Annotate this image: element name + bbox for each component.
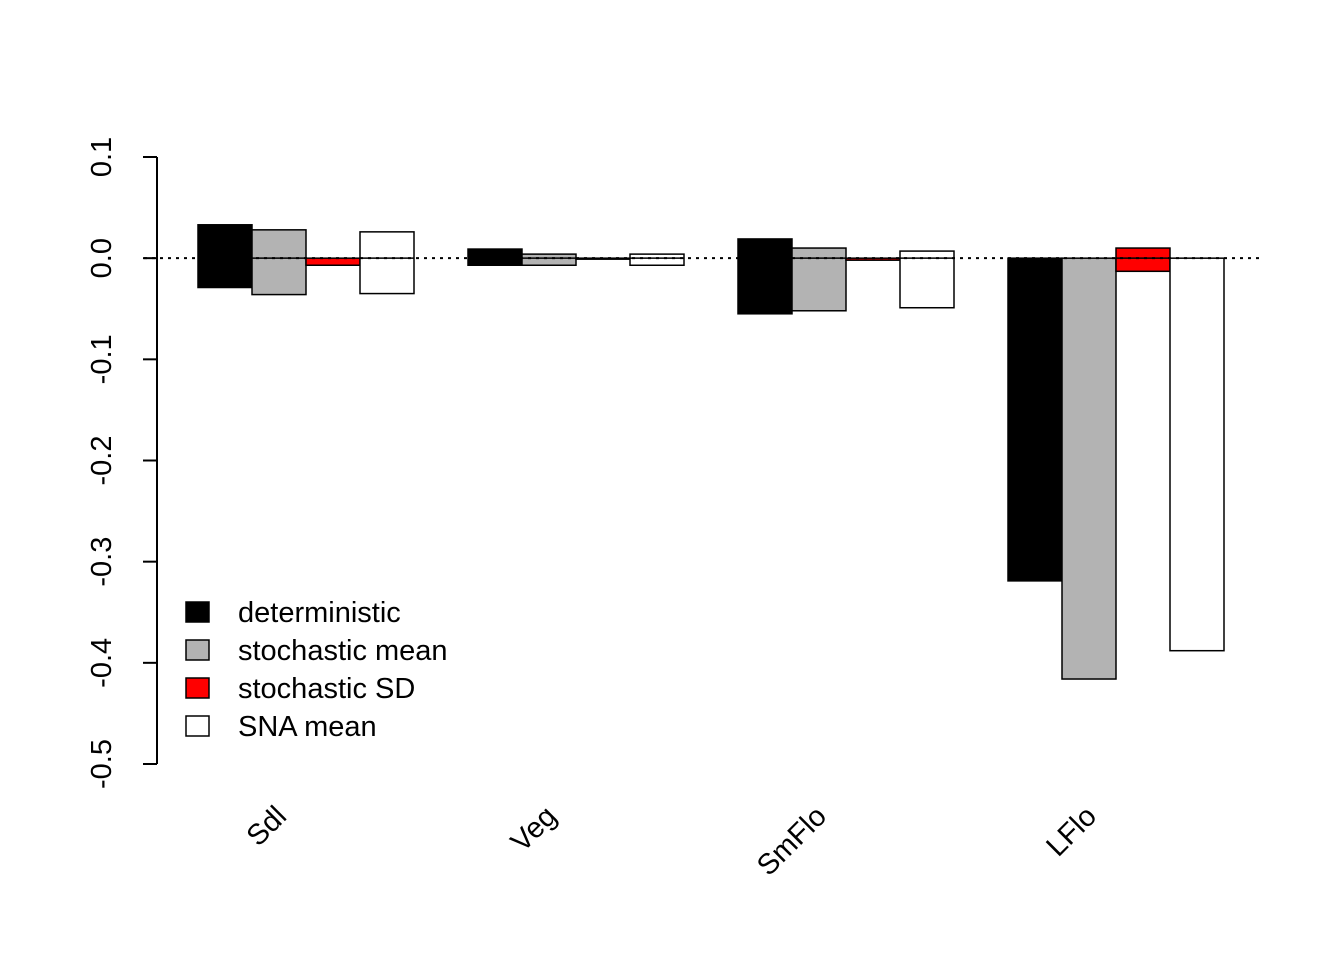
bar-sdl-deterministic	[197, 224, 253, 289]
y-tick-label: 0.0	[86, 238, 118, 278]
y-axis: 0.1 0.0 -0.1 -0.2 -0.3 -0.4 -0.5	[86, 137, 158, 789]
y-tick-label: -0.3	[86, 537, 118, 587]
bar-veg-deterministic	[467, 248, 523, 266]
legend: deterministic stochastic mean stochastic S…	[185, 597, 448, 743]
bar-lflo-stochastic-sd	[1115, 247, 1171, 273]
bar-veg-sna-mean	[629, 253, 685, 266]
bar-smflo-deterministic	[737, 238, 793, 315]
y-tick-label: 0.1	[86, 137, 118, 177]
x-tick-label-lflo: LFlo	[1040, 800, 1103, 863]
bars-layer	[197, 224, 1225, 680]
y-tick-label: -0.2	[86, 436, 118, 486]
bar-lflo-stochastic-mean	[1061, 257, 1117, 680]
y-tick-label: -0.1	[86, 334, 118, 384]
bar-lflo-sna-mean	[1169, 257, 1225, 652]
x-tick-label-smflo: SmFlo	[751, 800, 833, 882]
legend-swatch-sna-mean	[185, 715, 210, 737]
bar-lflo-deterministic	[1007, 257, 1063, 582]
bar-sdl-sna-mean	[359, 231, 415, 295]
legend-label: stochastic mean	[238, 635, 448, 667]
bar-smflo-sna-mean	[899, 250, 955, 309]
bar-sdl-stochastic-mean	[251, 229, 307, 296]
x-axis-labels: Sdl Veg SmFlo LFlo	[241, 800, 1103, 882]
legend-swatch-stochastic-mean	[185, 639, 210, 661]
x-tick-label-veg: Veg	[505, 800, 563, 858]
legend-label: stochastic SD	[238, 673, 415, 705]
x-tick-label-sdl: Sdl	[241, 800, 293, 852]
bar-sdl-stochastic-sd	[305, 257, 361, 266]
y-tick-label: -0.4	[86, 638, 118, 688]
legend-label: deterministic	[238, 597, 401, 629]
legend-swatch-deterministic	[185, 601, 210, 623]
y-tick-label: -0.5	[86, 739, 118, 789]
legend-swatch-stochastic-sd	[185, 677, 210, 699]
legend-label: SNA mean	[238, 711, 377, 743]
bar-veg-stochastic-mean	[521, 253, 577, 266]
